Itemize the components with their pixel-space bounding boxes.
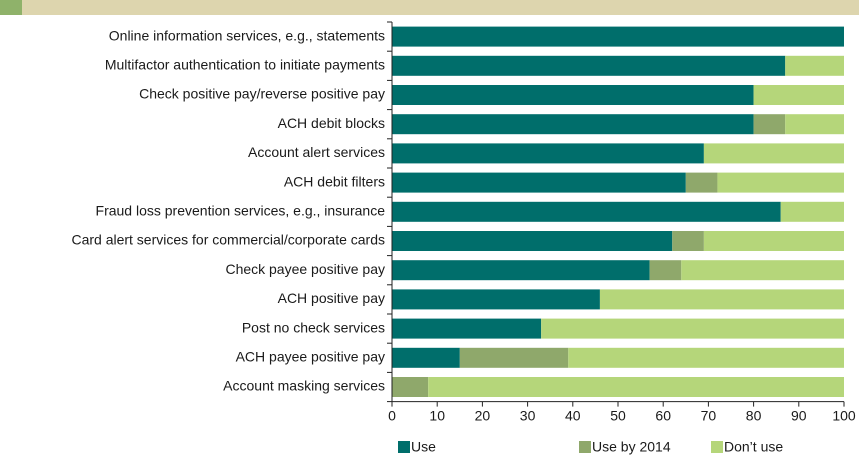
- y-tick-label: Multifactor authentication to initiate p…: [105, 57, 385, 73]
- bar-segment: [392, 55, 786, 76]
- y-tick-label: Account masking services: [223, 378, 385, 394]
- x-tick-label: 80: [746, 407, 762, 423]
- bar-segment: [392, 260, 650, 281]
- bar-segment: [392, 347, 460, 368]
- y-tick-label: ACH payee positive pay: [236, 349, 385, 365]
- bar-segment: [753, 114, 786, 135]
- legend-label: Use by 2014: [592, 439, 671, 455]
- bar-segment: [685, 172, 718, 193]
- y-tick-label: ACH positive pay: [278, 290, 385, 306]
- bar-segment: [672, 231, 704, 251]
- bar-segment: [568, 347, 844, 368]
- bar-segment: [392, 201, 781, 222]
- bar-segment: [392, 26, 844, 47]
- bar-segment: [392, 172, 686, 193]
- bar-segment: [703, 143, 844, 164]
- bar-segment: [392, 85, 754, 105]
- y-tick-label: Fraud loss prevention services, e.g., in…: [96, 203, 386, 219]
- x-tick-label: 30: [520, 407, 536, 423]
- bar-segment: [649, 260, 682, 281]
- x-tick-label: 40: [565, 407, 581, 423]
- bar-segment: [681, 260, 844, 281]
- bar-segment: [703, 231, 844, 251]
- bar-segment: [459, 347, 569, 368]
- y-tick-label: ACH debit filters: [284, 173, 385, 189]
- y-tick-label: Check positive pay/reverse positive pay: [139, 86, 385, 102]
- header-accent: [0, 0, 22, 15]
- bar-segment: [392, 318, 542, 339]
- header-band: [0, 0, 859, 15]
- bar-segment: [785, 55, 844, 76]
- x-tick-label: 90: [791, 407, 807, 423]
- legend-label: Use: [411, 439, 436, 455]
- x-tick-label: 60: [655, 407, 671, 423]
- legend-swatch: [711, 441, 723, 453]
- bar-segment: [428, 377, 844, 397]
- bar-segment: [392, 231, 673, 251]
- bar-segment: [753, 85, 844, 105]
- bar-segment: [785, 114, 844, 135]
- y-tick-label: Card alert services for commercial/corpo…: [71, 232, 385, 248]
- y-tick-label: Check payee positive pay: [225, 261, 385, 277]
- legend-swatch: [579, 441, 591, 453]
- bar-segment: [541, 318, 844, 339]
- y-tick-label: Account alert services: [248, 144, 385, 160]
- legend-label: Don’t use: [724, 439, 783, 455]
- x-tick-label: 20: [475, 407, 491, 423]
- y-tick-label: Online information services, e.g., state…: [109, 27, 385, 43]
- bar-segment: [392, 114, 754, 135]
- bar-segment: [392, 143, 704, 164]
- x-tick-label: 10: [429, 407, 445, 423]
- x-tick-label: 50: [610, 407, 626, 423]
- x-tick-label: 100: [832, 407, 856, 423]
- x-tick-label: 70: [701, 407, 717, 423]
- bar-segment: [780, 201, 844, 222]
- legend-swatch: [398, 441, 410, 453]
- x-tick-label: 0: [388, 407, 396, 423]
- y-tick-label: Post no check services: [242, 319, 385, 335]
- bar-segment: [392, 377, 429, 397]
- y-tick-label: ACH debit blocks: [278, 115, 385, 131]
- bar-segment: [599, 289, 844, 310]
- bar-segment: [392, 289, 600, 310]
- bar-segment: [717, 172, 844, 193]
